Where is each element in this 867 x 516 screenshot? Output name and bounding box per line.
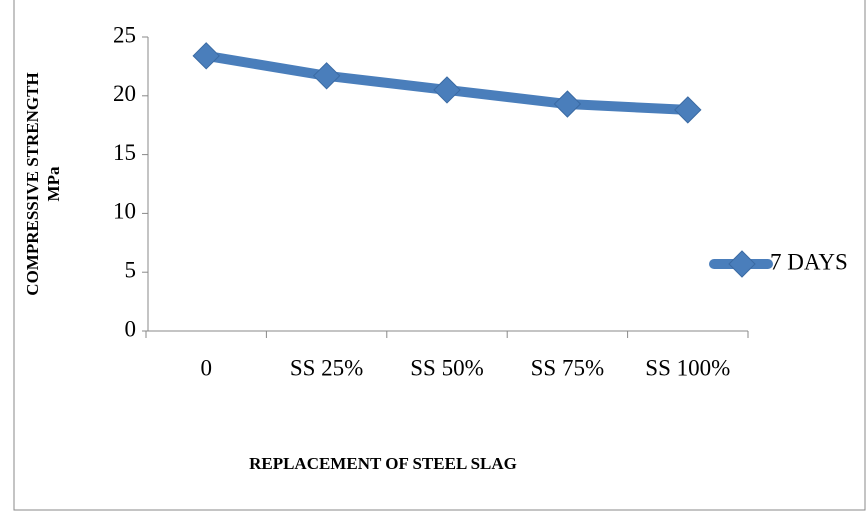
y-tick-label: 15 xyxy=(113,140,136,165)
y-tick-label: 10 xyxy=(113,199,136,224)
data-point xyxy=(674,96,702,124)
x-axis-title: REPLACEMENT OF STEEL SLAG xyxy=(249,454,517,473)
y-tick-label: 25 xyxy=(113,22,136,47)
legend-label: 7 DAYS xyxy=(770,249,848,274)
x-tick-label: 0 xyxy=(200,355,212,380)
x-tick-label: SS 75% xyxy=(531,355,605,380)
x-tick-label: SS 25% xyxy=(290,355,364,380)
data-point xyxy=(192,42,220,70)
y-tick-label: 20 xyxy=(113,81,136,106)
legend-marker xyxy=(728,250,756,278)
x-tick-label: SS 100% xyxy=(645,355,730,380)
y-axis-title: COMPRESSIVE STRENGTH xyxy=(23,72,42,295)
x-tick-label: SS 50% xyxy=(410,355,484,380)
y-axis-title: MPa xyxy=(44,166,63,201)
y-tick-label: 5 xyxy=(125,257,137,282)
y-tick-label: 0 xyxy=(125,316,137,341)
data-point xyxy=(433,76,461,104)
data-point xyxy=(553,90,582,118)
chart-border xyxy=(13,0,866,511)
data-point xyxy=(312,62,341,90)
